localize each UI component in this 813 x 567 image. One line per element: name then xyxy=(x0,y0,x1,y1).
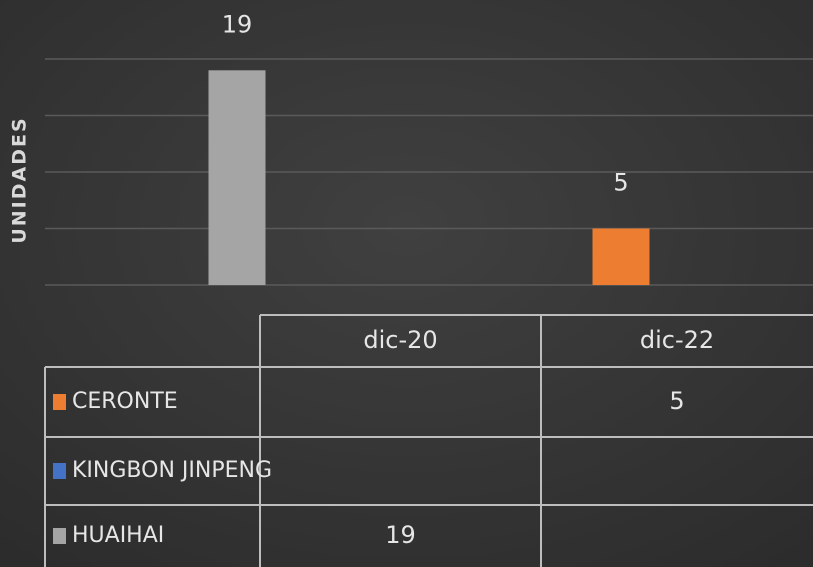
legend-key xyxy=(53,528,66,544)
legend-label: KINGBON JINPENG xyxy=(72,458,272,483)
bar xyxy=(208,70,266,285)
y-axis-label: UNIDADES xyxy=(9,116,31,243)
table-header: dic-20 xyxy=(363,326,437,354)
legend-key xyxy=(53,394,66,410)
table-cell: 19 xyxy=(385,521,416,549)
table-header: dic-22 xyxy=(640,326,714,354)
legend-key xyxy=(53,463,66,479)
bar xyxy=(592,228,650,285)
legend-label: CERONTE xyxy=(72,389,178,414)
table-cell: 5 xyxy=(669,387,684,415)
data-label: 19 xyxy=(222,10,253,38)
data-label: 5 xyxy=(613,169,628,197)
legend-label: HUAIHAI xyxy=(72,523,164,548)
